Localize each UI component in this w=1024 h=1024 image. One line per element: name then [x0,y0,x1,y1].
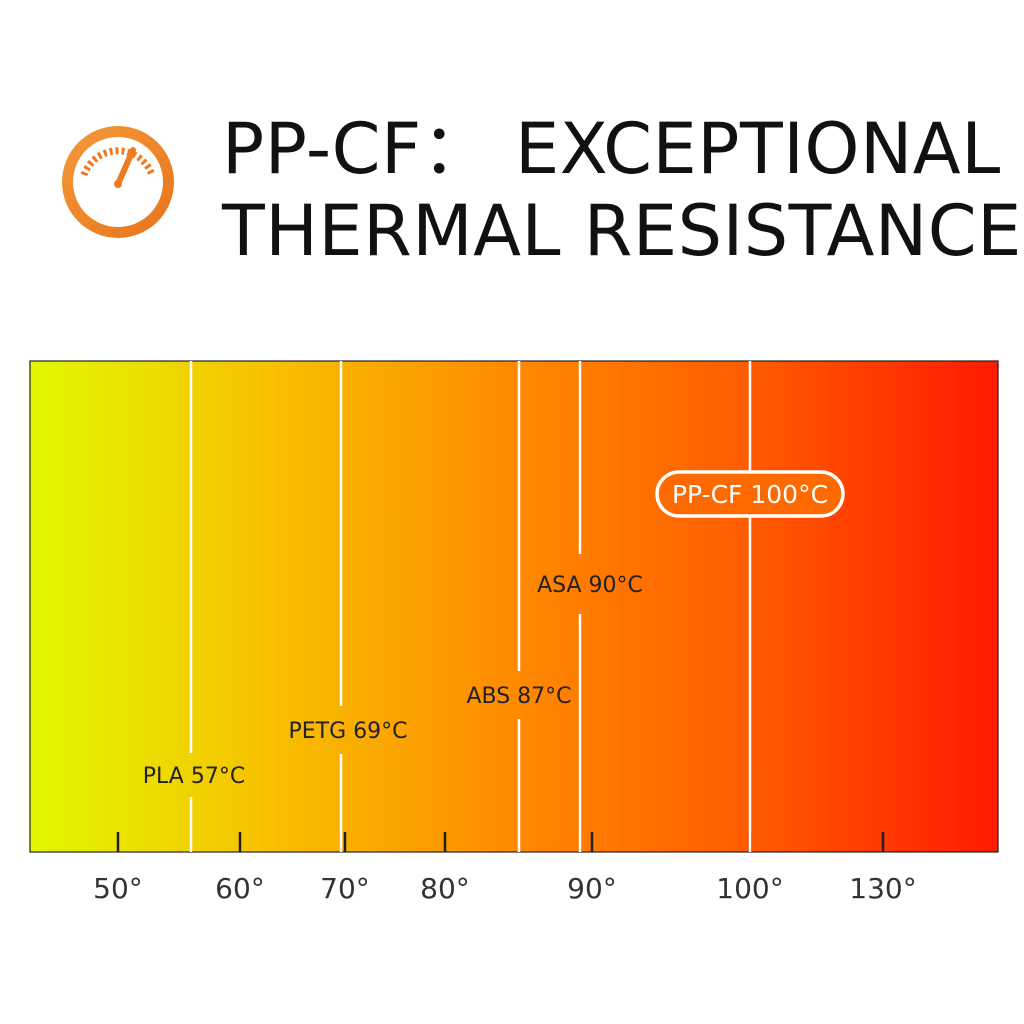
title-line-1: PP-CF： EXCEPTIONAL [222,108,1001,190]
x-tick-label: 80° [420,872,470,905]
page-title: PP-CF： EXCEPTIONAL THERMAL RESISTANCE [222,108,1022,272]
series-label: PLA 57°C [143,764,245,789]
x-tick-label: 60° [215,872,265,905]
x-tick-label: 90° [567,872,617,905]
x-tick-label: 130° [849,872,916,905]
title-line-2: THERMAL RESISTANCE [222,190,1022,272]
gauge-logo [56,120,184,248]
x-tick-label: 70° [320,872,370,905]
x-tick-label: 50° [93,872,143,905]
series-label: ABS 87°C [466,684,571,709]
gauge-icon [62,126,174,238]
series-label: ASA 90°C [537,573,643,598]
series-label: PETG 69°C [288,719,407,744]
series-label-pill [655,470,845,518]
series-label: PP-CF 100°C [672,480,828,509]
x-tick-label: 100° [716,872,783,905]
